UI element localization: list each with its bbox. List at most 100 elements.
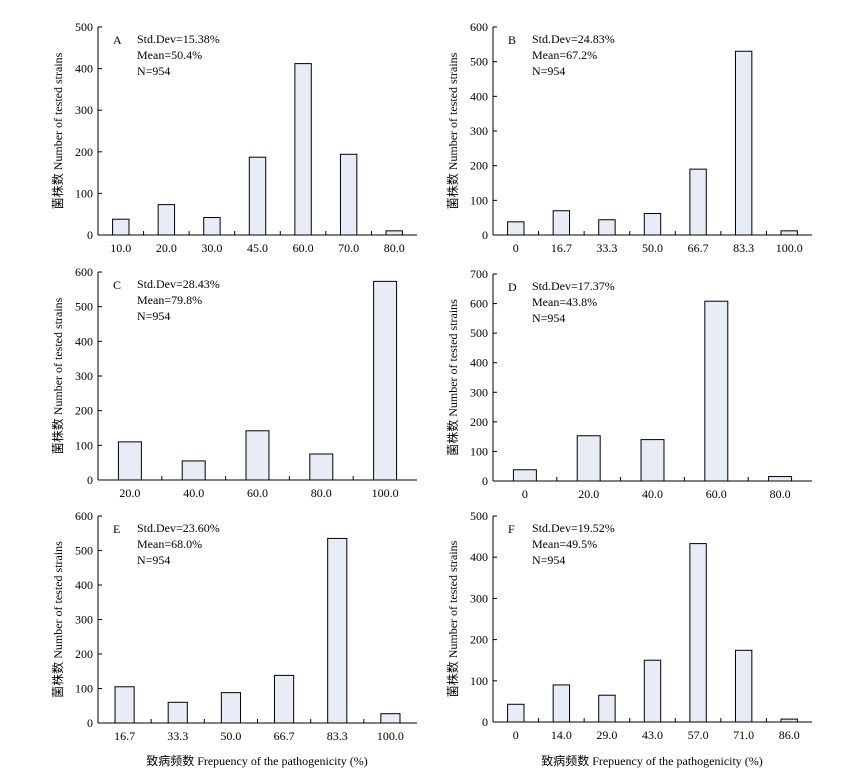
panel-a-ytick-label: 500 bbox=[75, 20, 93, 34]
panel-b-bar bbox=[734, 50, 753, 236]
panel-a-xtick-label: 45.0 bbox=[247, 241, 268, 255]
panel-c-xtick-label: 60.0 bbox=[247, 486, 268, 500]
panel-a-ytick-label: 300 bbox=[75, 103, 93, 117]
panel-c-ytick-label: 500 bbox=[75, 300, 93, 314]
panel-a-ytick-label: 0 bbox=[87, 228, 93, 242]
panel-a-bar bbox=[112, 218, 130, 236]
panel-b-stat: Mean=67.2% bbox=[532, 48, 597, 62]
panel-d-stat: N=954 bbox=[532, 311, 565, 325]
panel-d-ytick-label: 300 bbox=[470, 385, 488, 399]
panel-c-ytick-label: 100 bbox=[75, 438, 93, 452]
panel-a-letter: A bbox=[113, 33, 122, 47]
panel-e-bar bbox=[114, 686, 135, 724]
panel-a-ytick-label: 400 bbox=[75, 62, 93, 76]
panel-f: 0 100 200 300 400 500 0 14.0 29.0 43.0 57.0 71.0 86.… bbox=[445, 509, 812, 742]
panel-a-xtick-label: 10.0 bbox=[110, 241, 131, 255]
panel-b-xtick-label: 66.7 bbox=[688, 241, 709, 255]
panel-c-xtick-label: 20.0 bbox=[119, 486, 140, 500]
panel-f-bar bbox=[507, 703, 525, 723]
panel-e-ytick-label: 100 bbox=[75, 682, 93, 696]
panel-e-stat: Std.Dev=23.60% bbox=[137, 521, 220, 535]
panel-e-bar bbox=[327, 537, 348, 724]
panel-a-xtick-label: 20.0 bbox=[156, 241, 177, 255]
panel-d: 0 100 200 300 400 500 600 700 0 20.0 40.0 60.0 80.0 D… bbox=[445, 267, 812, 501]
panel-e-ytick-label: 300 bbox=[75, 613, 93, 627]
panel-c-ytick-label: 300 bbox=[75, 369, 93, 383]
panel-e-bar bbox=[167, 701, 188, 724]
panel-a-ytick-label: 200 bbox=[75, 145, 93, 159]
panel-e-ytick-label: 500 bbox=[75, 544, 93, 558]
panel-b-xtick-label: 83.3 bbox=[733, 241, 754, 255]
panel-c-bar bbox=[117, 441, 142, 481]
panel-b-xtick-label: 0 bbox=[513, 241, 519, 255]
panel-f-bar bbox=[780, 718, 798, 723]
panel-e-xtick-label: 16.7 bbox=[114, 729, 135, 743]
panel-a-bar bbox=[203, 217, 221, 236]
panel-d-bar bbox=[704, 300, 729, 482]
panel-c-ytick-label: 600 bbox=[75, 265, 93, 279]
panel-c-xtick-label: 80.0 bbox=[311, 486, 332, 500]
panel-b-bar bbox=[598, 219, 616, 236]
panel-c-bar bbox=[181, 460, 206, 481]
panel-e-xtick-label: 33.3 bbox=[167, 729, 188, 743]
panel-f-xtick-label: 14.0 bbox=[551, 728, 572, 742]
panel-b-stat: N=954 bbox=[532, 64, 565, 78]
panel-b-xtick-label: 33.3 bbox=[596, 241, 617, 255]
panel-f-bar bbox=[689, 543, 707, 723]
panel-c-ylabel: 菌株数 Number of tested strains bbox=[50, 297, 65, 454]
panel-a-bar bbox=[339, 153, 358, 236]
panel-b-bar bbox=[552, 210, 571, 236]
panel-b-bar bbox=[507, 221, 525, 236]
panel-f-xtick-label: 29.0 bbox=[596, 728, 617, 742]
panel-a-bar bbox=[294, 63, 312, 236]
panel-d-xtick-label: 0 bbox=[522, 487, 528, 501]
panel-c-xtick-label: 100.0 bbox=[372, 486, 399, 500]
panel-b-ytick-label: 200 bbox=[470, 159, 488, 173]
panel-b-ytick-label: 600 bbox=[470, 20, 488, 34]
panel-f-ytick-label: 0 bbox=[482, 715, 488, 729]
panel-b-ytick-label: 100 bbox=[470, 193, 488, 207]
panel-c-bar bbox=[373, 280, 398, 481]
panel-f-ytick-label: 200 bbox=[470, 633, 488, 647]
panel-b-xtick-label: 50.0 bbox=[642, 241, 663, 255]
panel-a: 0 100 200 300 400 500 10.0 20.0 30.0 45.0 60.0 70.0… bbox=[50, 20, 417, 255]
panel-c-ytick-label: 0 bbox=[87, 473, 93, 487]
panel-e-stat: N=954 bbox=[137, 553, 170, 567]
panel-a-bar bbox=[248, 156, 267, 236]
panel-e-ytick-label: 200 bbox=[75, 647, 93, 661]
panel-f-ytick-label: 400 bbox=[470, 550, 488, 564]
panel-b-ytick-label: 0 bbox=[482, 228, 488, 242]
panel-b-ylabel: 菌株数 Number of tested strains bbox=[445, 52, 460, 209]
panel-b-ytick-label: 500 bbox=[470, 55, 488, 69]
panel-f-stat: Mean=49.5% bbox=[532, 537, 597, 551]
panel-c-stat: Mean=79.8% bbox=[137, 293, 202, 307]
panel-e-xtick-label: 50.0 bbox=[220, 729, 241, 743]
panel-f-stat: Std.Dev=19.52% bbox=[532, 521, 615, 535]
panel-e-stat: Mean=68.0% bbox=[137, 537, 202, 551]
panel-e: 0 100 200 300 400 500 600 16.7 33.3 50.0 66.7 83.3 1… bbox=[50, 509, 417, 743]
panel-d-ylabel: 菌株数 Number of tested strains bbox=[445, 299, 460, 456]
panel-d-stat: Mean=43.8% bbox=[532, 295, 597, 309]
panel-b-stat: Std.Dev=24.83% bbox=[532, 32, 615, 46]
panel-d-bar bbox=[768, 476, 793, 482]
panel-f-letter: F bbox=[508, 522, 515, 536]
panel-a-xtick-label: 30.0 bbox=[201, 241, 222, 255]
panel-a-xtick-label: 60.0 bbox=[293, 241, 314, 255]
panel-a-ytick-label: 100 bbox=[75, 186, 93, 200]
panel-f-bar bbox=[598, 694, 616, 723]
panel-e-ytick-label: 600 bbox=[75, 509, 93, 523]
panel-d-ytick-label: 500 bbox=[470, 326, 488, 340]
panel-e-xtick-label: 66.7 bbox=[274, 729, 295, 743]
panel-e-xtick-label: 83.3 bbox=[327, 729, 348, 743]
panel-b-bar bbox=[643, 213, 662, 236]
panel-d-bar bbox=[512, 469, 537, 482]
panel-b-bar bbox=[780, 230, 798, 236]
panel-f-bar bbox=[643, 659, 662, 723]
panel-b-ytick-label: 300 bbox=[470, 124, 488, 138]
panel-f-xtick-label: 86.0 bbox=[779, 728, 800, 742]
figure-xlabel-left: 致病频数 Frepuency of the pathogenicity (%) bbox=[146, 753, 368, 768]
panel-e-bar bbox=[380, 713, 401, 724]
panel-a-xtick-label: 80.0 bbox=[384, 241, 405, 255]
panel-d-letter: D bbox=[508, 280, 517, 294]
